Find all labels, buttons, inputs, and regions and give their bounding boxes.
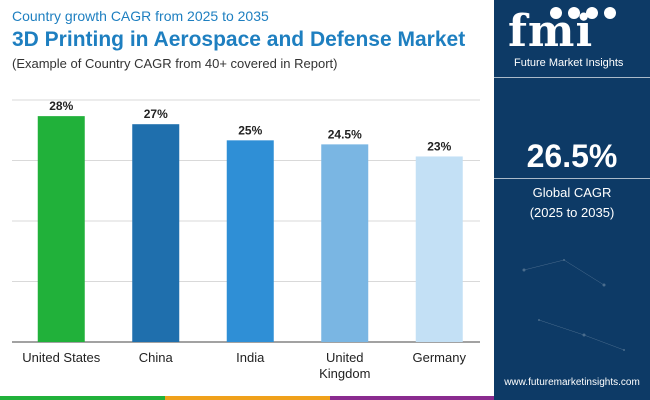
x-tick-label: India — [236, 350, 265, 365]
global-cagr-label: Global CAGR — [532, 185, 612, 200]
chart-subtitle: (Example of Country CAGR from 40+ covere… — [12, 56, 338, 71]
data-label: 24.5% — [328, 127, 362, 141]
footer-bar-green — [0, 396, 165, 400]
bar — [321, 144, 369, 342]
chart-title: 3D Printing in Aerospace and Defense Mar… — [12, 28, 466, 51]
x-tick-label: Kingdom — [319, 366, 370, 381]
bar — [415, 156, 463, 342]
chart-kicker: Country growth CAGR from 2025 to 2035 — [12, 8, 269, 24]
x-tick-label: United — [326, 350, 364, 365]
x-tick-label: China — [139, 350, 174, 365]
fmi-logo: fmi — [508, 6, 594, 57]
decorative-pattern — [522, 259, 625, 351]
data-label: 25% — [238, 123, 262, 137]
x-tick-label: Germany — [413, 350, 467, 365]
logo-caption: Future Market Insights — [514, 57, 624, 69]
data-label: 28% — [49, 99, 73, 113]
bar-chart: 28% United States 27% China 25% India 24.5% Uni… — [12, 99, 480, 381]
data-label: 23% — [427, 139, 451, 153]
global-cagr-period: (2025 to 2035) — [529, 205, 615, 220]
bar — [132, 124, 180, 342]
website-link[interactable]: www.futuremarketinsights.com — [504, 377, 640, 388]
x-tick-label: United States — [22, 350, 101, 365]
bar — [226, 140, 274, 342]
global-cagr-value: 26.5% — [526, 138, 618, 174]
data-label: 27% — [144, 107, 168, 121]
summary-panel: fmi Future Market Insights 26.5% Global … — [494, 0, 650, 400]
logo-icons — [550, 6, 636, 20]
footer-bar-orange — [165, 396, 330, 400]
footer-bar-purple — [330, 396, 494, 400]
divider-line — [494, 178, 650, 179]
divider-line — [494, 77, 650, 78]
bar — [37, 116, 85, 342]
